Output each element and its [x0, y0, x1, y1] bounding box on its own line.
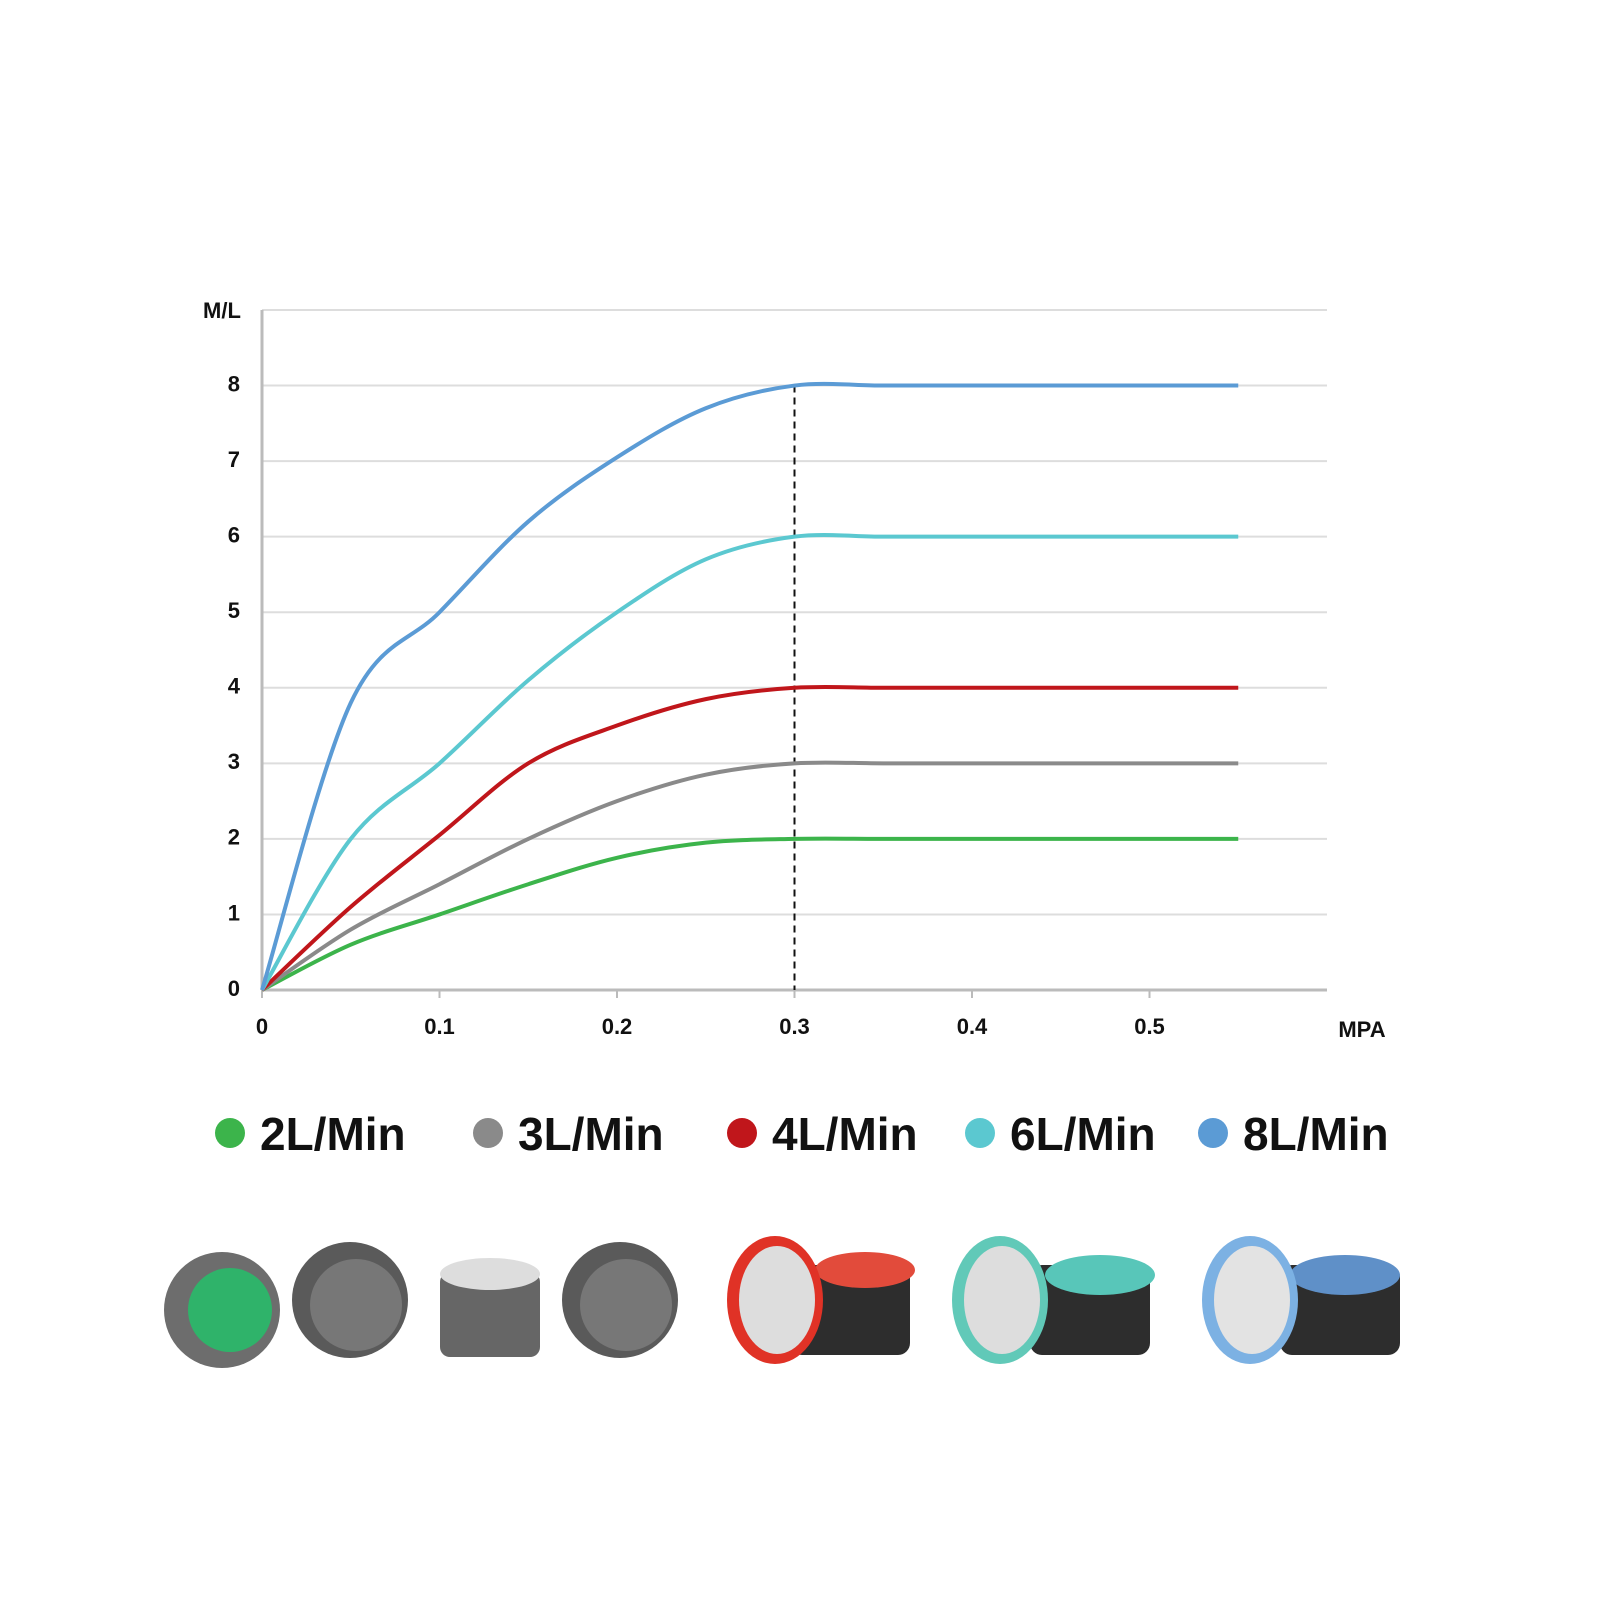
- legend-marker: [727, 1118, 757, 1148]
- legend-label: 8L/Min: [1243, 1108, 1389, 1160]
- y-tick-label: 8: [228, 371, 240, 396]
- legend-marker: [473, 1118, 503, 1148]
- legend-marker: [215, 1118, 245, 1148]
- x-tick-label: 0.3: [779, 1014, 810, 1039]
- legend-label: 2L/Min: [260, 1108, 406, 1160]
- legend-marker: [965, 1118, 995, 1148]
- series-line: [261, 836, 1239, 992]
- legend-label: 6L/Min: [1010, 1108, 1156, 1160]
- y-tick-label: 3: [228, 749, 240, 774]
- x-tick-label: 0: [256, 1014, 268, 1039]
- y-tick-label: 2: [228, 825, 240, 850]
- series-line: [260, 381, 1239, 991]
- x-tick-label: 0.1: [424, 1014, 455, 1039]
- legend-label: 4L/Min: [772, 1108, 918, 1160]
- x-axis-label: MPA: [1338, 1017, 1385, 1042]
- y-axis-label: M/L: [203, 298, 241, 323]
- y-tick-label: 6: [228, 522, 240, 547]
- y-tick-label: 5: [228, 598, 240, 623]
- legend-label: 3L/Min: [518, 1108, 664, 1160]
- x-tick-label: 0.2: [602, 1014, 633, 1039]
- y-tick-label: 4: [228, 674, 241, 699]
- x-tick-label: 0.4: [957, 1014, 988, 1039]
- series-line: [260, 533, 1239, 992]
- product-photos: [164, 1236, 1400, 1368]
- y-tick-label: 7: [228, 447, 240, 472]
- y-tick-label: 0: [228, 976, 240, 1001]
- y-tick-label: 1: [228, 900, 240, 925]
- x-tick-label: 0.5: [1134, 1014, 1165, 1039]
- series-line: [260, 760, 1239, 992]
- series-line: [260, 684, 1239, 992]
- legend-marker: [1198, 1118, 1228, 1148]
